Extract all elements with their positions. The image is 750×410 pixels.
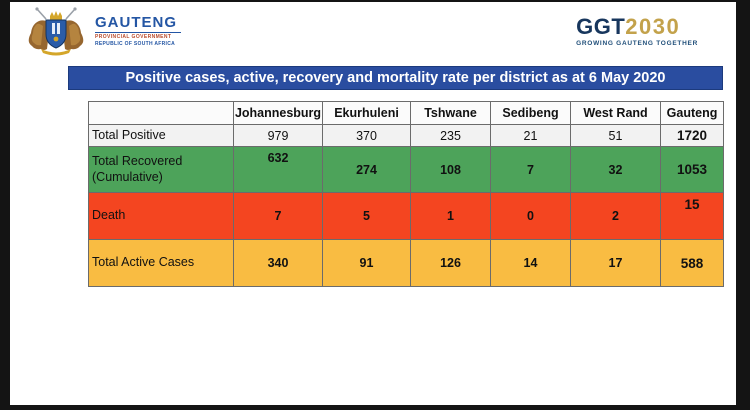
slide: GAUTENG PROVINCIAL GOVERNMENT REPUBLIC O… — [10, 2, 736, 405]
slide-title: Positive cases, active, recovery and mor… — [68, 66, 723, 90]
gauteng-logo-divider — [95, 31, 181, 33]
cell-value: 235 — [410, 124, 491, 147]
cell-value: 126 — [410, 239, 491, 287]
column-header-tshwane: Tshwane — [410, 101, 491, 125]
gauteng-logo-subtitle-1: PROVINCIAL GOVERNMENT — [95, 33, 172, 40]
cell-value: 340 — [233, 239, 323, 287]
ggt-tagline: GROWING GAUTENG TOGETHER — [576, 40, 698, 47]
gauteng-coat-of-arms-icon — [28, 7, 84, 56]
row-label: Total Active Cases — [88, 239, 234, 287]
cell-value: 1 — [410, 192, 491, 240]
cell-value: 5 — [322, 192, 411, 240]
cell-value: 51 — [570, 124, 661, 147]
gauteng-logo: GAUTENG PROVINCIAL GOVERNMENT REPUBLIC O… — [24, 6, 181, 56]
ggt2030-wordmark: GGT2030 — [576, 16, 698, 38]
cell-value: 15 — [660, 192, 724, 240]
gauteng-logo-text: GAUTENG PROVINCIAL GOVERNMENT REPUBLIC O… — [95, 15, 181, 47]
cell-value: 370 — [322, 124, 411, 147]
ggt2030-logo: GGT2030 GROWING GAUTENG TOGETHER — [576, 16, 698, 48]
gauteng-logo-subtitle-2: REPUBLIC OF SOUTH AFRICA — [95, 40, 176, 47]
column-header-sedibeng: Sedibeng — [490, 101, 571, 125]
district-stats-table: Johannesburg Ekurhuleni Tshwane Sedibeng… — [88, 101, 724, 287]
cell-value: 1053 — [660, 146, 724, 193]
table-header-row: Johannesburg Ekurhuleni Tshwane Sedibeng… — [88, 101, 724, 125]
cell-value: 7 — [490, 146, 571, 193]
cell-value: 7 — [233, 192, 323, 240]
row-label: Total Positive — [88, 124, 234, 147]
cell-value: 274 — [322, 146, 411, 193]
column-header-gauteng: Gauteng — [660, 101, 724, 125]
row-label: Total Recovered (Cumulative) — [88, 146, 234, 193]
cell-value: 588 — [660, 239, 724, 287]
table-row-total-recovered: Total Recovered (Cumulative) 632 274 108… — [88, 146, 724, 193]
cell-value: 17 — [570, 239, 661, 287]
row-label: Death — [88, 192, 234, 240]
cell-value: 979 — [233, 124, 323, 147]
column-header-west-rand: West Rand — [570, 101, 661, 125]
cell-value: 0 — [490, 192, 571, 240]
cell-value: 632 — [233, 146, 323, 193]
cell-value: 91 — [322, 239, 411, 287]
table-row-death: Death 7 5 1 0 2 15 — [88, 192, 724, 240]
cell-value: 21 — [490, 124, 571, 147]
cell-value: 2 — [570, 192, 661, 240]
ggt-year: 2030 — [625, 14, 681, 39]
cell-value: 32 — [570, 146, 661, 193]
column-header-johannesburg: Johannesburg — [233, 101, 323, 125]
table-row-total-positive: Total Positive 979 370 235 21 51 1720 — [88, 124, 724, 147]
column-header-ekurhuleni: Ekurhuleni — [322, 101, 411, 125]
cell-value: 1720 — [660, 124, 724, 147]
cell-value: 108 — [410, 146, 491, 193]
gauteng-logo-wordmark: GAUTENG — [95, 14, 177, 32]
cell-value: 14 — [490, 239, 571, 287]
table-row-total-active-cases: Total Active Cases 340 91 126 14 17 588 — [88, 239, 724, 287]
ggt-prefix: GGT — [576, 14, 626, 39]
column-header-empty — [88, 101, 234, 125]
